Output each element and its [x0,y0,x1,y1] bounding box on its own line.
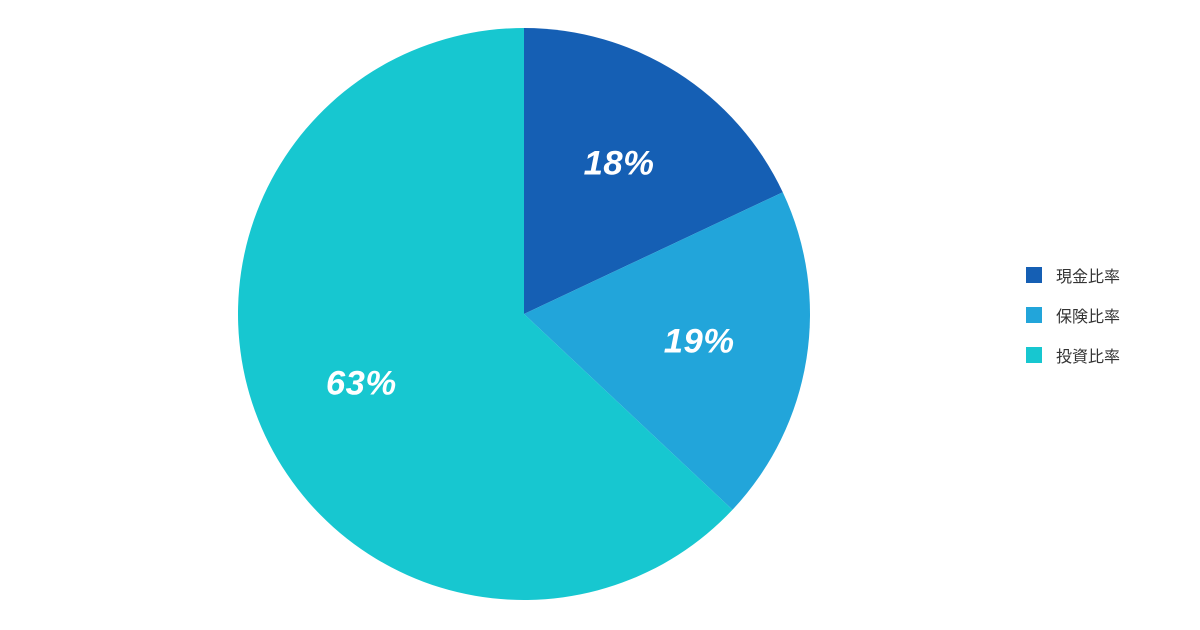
legend-swatch-0 [1026,267,1042,283]
pie-slice-label-0: 18% [584,145,655,184]
legend-label-1: 保険比率 [1056,303,1120,327]
legend-label-2: 投資比率 [1056,343,1120,367]
legend-item-0: 現金比率 [1026,263,1120,287]
pie-chart: 18% 19% 63% [238,28,810,600]
legend-swatch-1 [1026,307,1042,323]
legend-label-0: 現金比率 [1056,263,1120,287]
pie-svg [238,28,810,600]
pie-slice-label-2: 63% [326,365,397,404]
legend-swatch-2 [1026,347,1042,363]
chart-stage: 18% 19% 63% 現金比率保険比率投資比率 [0,0,1200,630]
legend: 現金比率保険比率投資比率 [1026,247,1120,383]
legend-item-1: 保険比率 [1026,303,1120,327]
pie-slice-label-1: 19% [664,322,735,361]
legend-item-2: 投資比率 [1026,343,1120,367]
